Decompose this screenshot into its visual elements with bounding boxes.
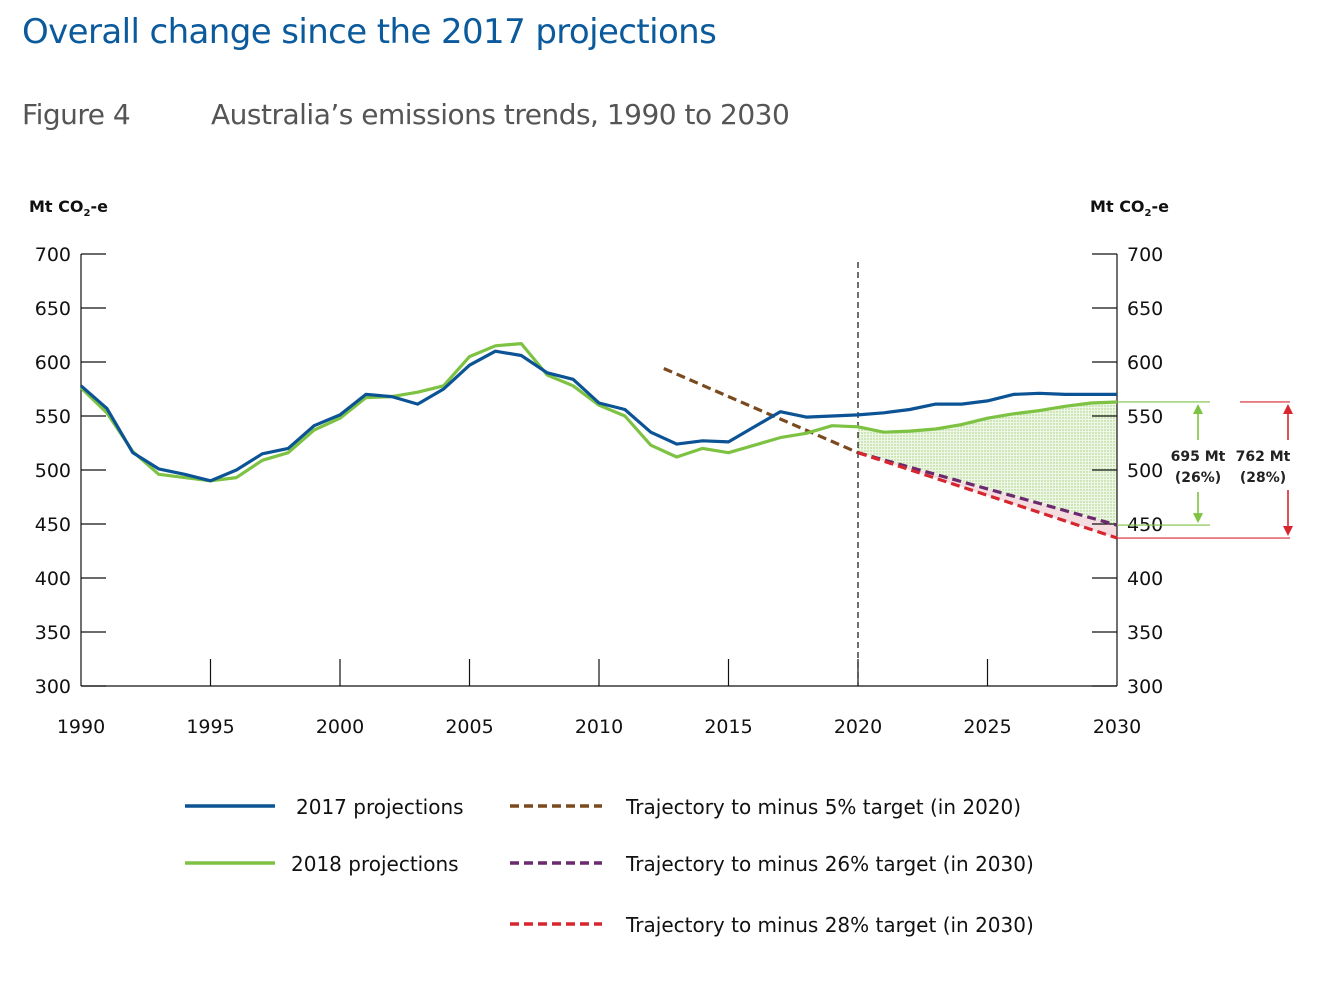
y-tick-label-right: 550 bbox=[1127, 406, 1163, 428]
annotation-arrow-28-head-up bbox=[1283, 403, 1293, 414]
x-tick-label: 2030 bbox=[1093, 716, 1141, 738]
y-tick-label-left: 700 bbox=[35, 244, 71, 266]
y-tick-label-right: 650 bbox=[1127, 298, 1163, 320]
y-tick-label-left: 350 bbox=[35, 622, 71, 644]
y-tick-label-left: 400 bbox=[35, 568, 71, 590]
annotation-label-26-pct: (26%) bbox=[1175, 470, 1221, 486]
figure-title: Australia’s emissions trends, 1990 to 20… bbox=[211, 98, 790, 131]
y-tick-label-right: 350 bbox=[1127, 622, 1163, 644]
legend-trajectory-5pct-label: Trajectory to minus 5% target (in 2020) bbox=[625, 795, 1021, 819]
annotation-label-28-pct: (28%) bbox=[1240, 470, 1286, 486]
series-trajectory-5pct bbox=[663, 367, 859, 455]
chart-annotations: 695 Mt (26%) 762 Mt (28%) bbox=[1117, 401, 1293, 539]
legend-trajectory-26pct-label: Trajectory to minus 26% target (in 2030) bbox=[625, 852, 1034, 876]
chart-legend: 2017 projections 2018 projections Trajecto… bbox=[185, 795, 1034, 937]
annotation-arrow-28-head-down bbox=[1283, 526, 1293, 537]
x-tick-label: 1995 bbox=[186, 716, 234, 738]
target-gap-areas bbox=[858, 401, 1117, 539]
x-tick-label: 2025 bbox=[963, 716, 1011, 738]
y-tick-label-left: 500 bbox=[35, 460, 71, 482]
figure-label: Figure 4 bbox=[22, 98, 131, 131]
x-tick-label: 2010 bbox=[575, 716, 623, 738]
series-trajectory-28pct bbox=[857, 451, 1118, 540]
x-tick-label: 1990 bbox=[57, 716, 105, 738]
y-tick-label-left: 550 bbox=[35, 406, 71, 428]
chart-series bbox=[79, 342, 1118, 540]
y-tick-label-right: 700 bbox=[1127, 244, 1163, 266]
annotation-arrow-26-head-down bbox=[1193, 513, 1203, 524]
y-tick-label-left: 650 bbox=[35, 298, 71, 320]
legend-2018-projections-label: 2018 projections bbox=[291, 852, 459, 876]
series-2018-projections bbox=[79, 342, 1118, 483]
series-trajectory-26pct bbox=[857, 451, 1118, 527]
page-title: Overall change since the 2017 projection… bbox=[22, 12, 717, 52]
series-2017-projections bbox=[79, 349, 1117, 483]
y-tick-label-right: 300 bbox=[1127, 676, 1163, 698]
x-tick-label: 2020 bbox=[834, 716, 882, 738]
y-axis-unit-left: Mt CO2-e bbox=[29, 197, 108, 219]
annotation-arrow-26-head-up bbox=[1193, 403, 1203, 414]
gap-area-26pct bbox=[858, 401, 1117, 526]
y-axis-unit-right: Mt CO2-e bbox=[1090, 197, 1169, 219]
legend-trajectory-28pct-label: Trajectory to minus 28% target (in 2030) bbox=[625, 913, 1034, 937]
y-tick-label-right: 500 bbox=[1127, 460, 1163, 482]
annotation-label-26-value: 695 Mt bbox=[1171, 449, 1226, 465]
y-tick-label-left: 300 bbox=[35, 676, 71, 698]
y-tick-label-right: 600 bbox=[1127, 352, 1163, 374]
x-tick-label: 2000 bbox=[316, 716, 364, 738]
legend-2017-projections-label: 2017 projections bbox=[296, 795, 464, 819]
y-tick-label-left: 600 bbox=[35, 352, 71, 374]
y-tick-label-right: 400 bbox=[1127, 568, 1163, 590]
x-tick-label: 2015 bbox=[704, 716, 752, 738]
x-tick-label: 2005 bbox=[445, 716, 493, 738]
y-tick-label-left: 450 bbox=[35, 514, 71, 536]
annotation-label-28-value: 762 Mt bbox=[1236, 449, 1291, 465]
